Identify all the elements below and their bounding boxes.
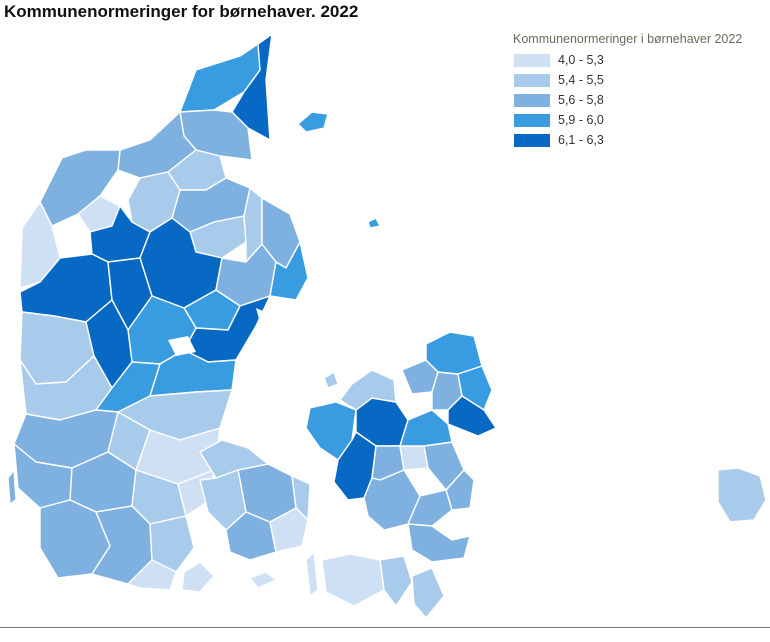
region-lolland: [321, 553, 385, 607]
region-bornholm: [717, 467, 767, 523]
legend-item: 4,0 - 5,3: [513, 50, 742, 70]
region-svendborg: [269, 507, 309, 553]
region-guldborgsund: [379, 555, 413, 607]
legend-label: 5,4 - 5,5: [558, 73, 604, 87]
region-anholt: [367, 217, 381, 229]
legend-label: 5,6 - 5,8: [558, 93, 604, 107]
region-aero: [249, 571, 277, 589]
legend-swatch: [513, 92, 551, 108]
region-langeland: [305, 551, 319, 597]
legend-label: 6,1 - 6,3: [558, 133, 604, 147]
region-faxe: [407, 489, 453, 527]
region-kobenhavn-omegn: [457, 365, 493, 411]
legend-item: 5,6 - 5,8: [513, 90, 742, 110]
legend-label: 4,0 - 5,3: [558, 53, 604, 67]
region-sonderborg: [127, 559, 177, 591]
region-vordingborg: [407, 523, 471, 563]
region-helsingor: [425, 331, 483, 375]
map-legend: Kommunenormeringer i børnehaver 2022 4,0…: [513, 32, 742, 150]
region-ringsted: [399, 445, 429, 471]
legend-swatch: [513, 72, 551, 88]
region-haderslev: [149, 515, 195, 573]
legend-item: 5,4 - 5,5: [513, 70, 742, 90]
map-title: Kommunenormeringer for børnehaver. 2022: [4, 2, 359, 21]
region-als: [181, 561, 215, 593]
region-roskilde: [399, 409, 453, 447]
legend-swatch: [513, 52, 551, 68]
bottom-rule: [0, 627, 770, 628]
region-laeso: [297, 111, 329, 133]
region-fano: [7, 469, 17, 505]
region-kobenhavn: [447, 395, 497, 437]
legend-title: Kommunenormeringer i børnehaver 2022: [513, 32, 743, 46]
legend-label: 5,9 - 6,0: [558, 113, 604, 127]
legend-item: 6,1 - 6,3: [513, 130, 742, 150]
legend-item: 5,9 - 6,0: [513, 110, 742, 130]
region-odsherred: [339, 369, 397, 411]
region-samso: [323, 371, 339, 389]
legend-swatch: [513, 112, 551, 128]
water-bodies: [110, 170, 270, 356]
legend-swatch: [513, 132, 551, 148]
region-falster: [411, 567, 445, 619]
